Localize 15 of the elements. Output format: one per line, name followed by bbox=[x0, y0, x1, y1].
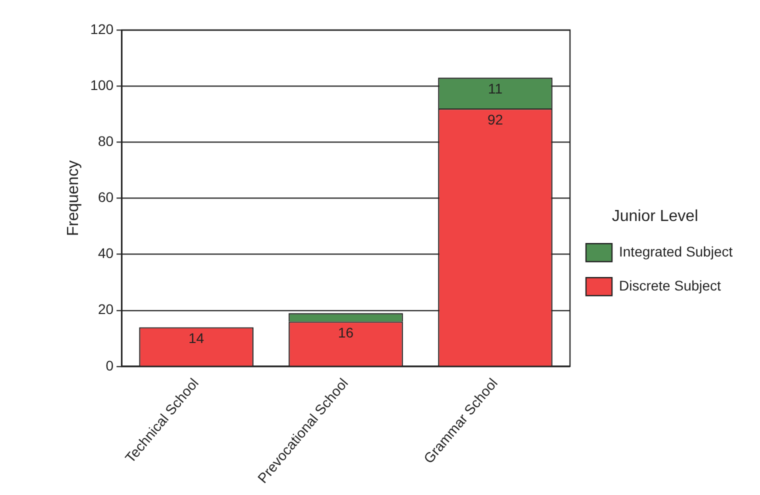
y-tick-label: 0 bbox=[106, 357, 114, 374]
y-tick-label: 80 bbox=[98, 133, 114, 150]
data-label: 11 bbox=[488, 80, 503, 97]
y-tick-label: 40 bbox=[98, 245, 114, 262]
legend-title: Junior Level bbox=[612, 208, 698, 225]
y-tick-label: 60 bbox=[98, 189, 114, 206]
legend-label: Discrete Subject bbox=[619, 277, 722, 294]
y-tick-label: 120 bbox=[90, 20, 114, 37]
y-axis-title: Frequency bbox=[65, 160, 82, 236]
data-label: 16 bbox=[338, 324, 354, 340]
legend-label: Integrated Subject bbox=[619, 243, 733, 260]
data-label: 14 bbox=[188, 330, 204, 346]
data-label: 92 bbox=[487, 111, 504, 128]
y-tick-label: 100 bbox=[90, 76, 114, 93]
y-tick-label: 20 bbox=[98, 301, 114, 318]
